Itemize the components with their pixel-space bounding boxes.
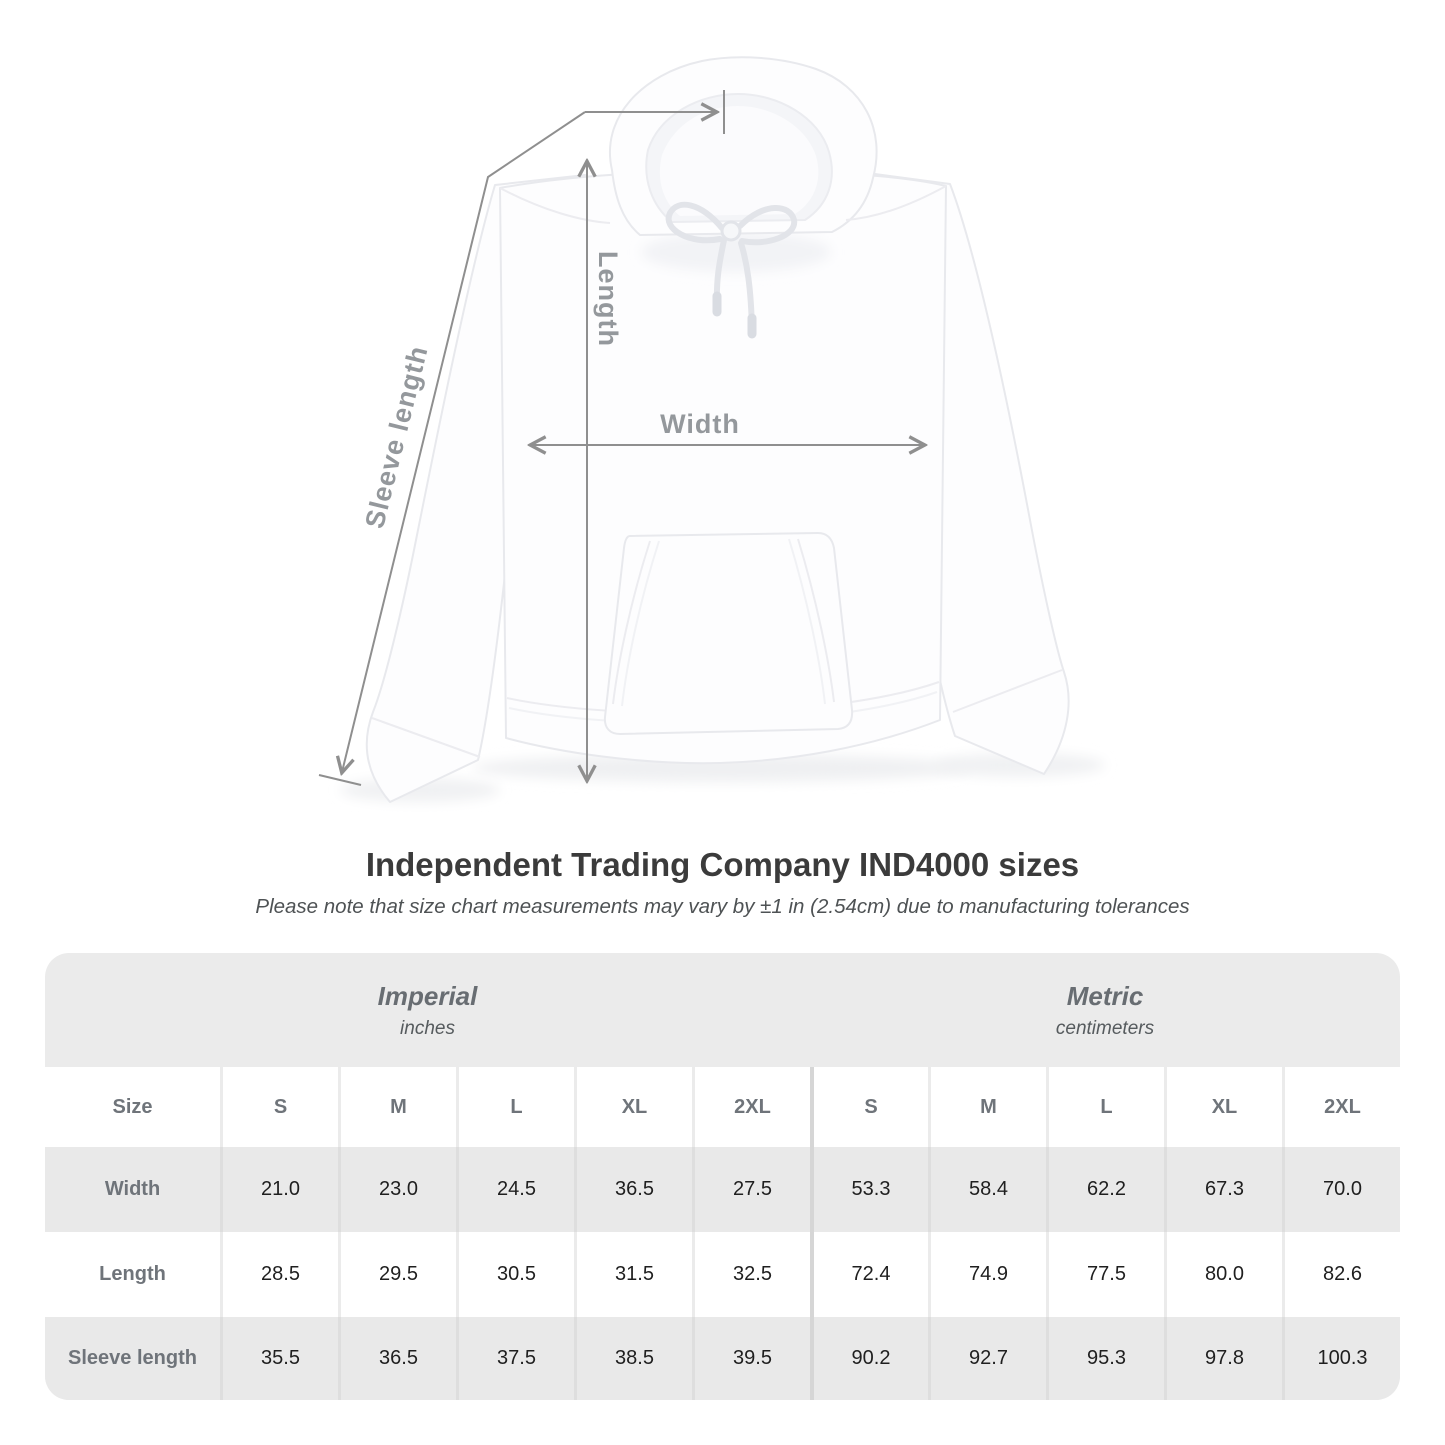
size-chart-table: Imperial inches Metric centimeters Size … bbox=[45, 953, 1400, 1400]
size-header: S bbox=[220, 1067, 338, 1147]
cell-value: 97.8 bbox=[1164, 1317, 1282, 1400]
cell-value: 35.5 bbox=[220, 1317, 338, 1400]
width-label: Width bbox=[660, 409, 740, 439]
table-row-length: Length 28.5 29.5 30.5 31.5 32.5 72.4 74.… bbox=[45, 1232, 1400, 1317]
cell-value: 36.5 bbox=[338, 1317, 456, 1400]
row-label: Sleeve length bbox=[68, 1347, 197, 1369]
size-header: 2XL bbox=[1282, 1067, 1400, 1147]
size-header: M bbox=[338, 1067, 456, 1147]
imperial-unit-label: inches bbox=[400, 1017, 455, 1039]
unit-header-metric: Metric centimeters bbox=[810, 953, 1400, 1067]
length-label: Length bbox=[593, 251, 623, 347]
sleeve-length-arrow bbox=[342, 111, 586, 772]
cell-value: 37.5 bbox=[456, 1317, 574, 1400]
row-label: Width bbox=[104, 1178, 161, 1200]
size-header: L bbox=[1046, 1067, 1164, 1147]
table-row-width: Width 21.0 23.0 24.5 36.5 27.5 53.3 58.4… bbox=[45, 1147, 1400, 1232]
cell-value: 36.5 bbox=[574, 1147, 692, 1232]
cell-value: 62.2 bbox=[1046, 1147, 1164, 1232]
cell-value: 32.5 bbox=[692, 1232, 810, 1317]
page-subtitle: Please note that size chart measurements… bbox=[255, 895, 1190, 918]
cell-value: 53.3 bbox=[810, 1147, 928, 1232]
cell-value: 90.2 bbox=[810, 1317, 928, 1400]
cell-value: 58.4 bbox=[928, 1147, 1046, 1232]
size-header: 2XL bbox=[692, 1067, 810, 1147]
cell-value: 29.5 bbox=[338, 1232, 456, 1317]
page-title: Independent Trading Company IND4000 size… bbox=[365, 846, 1080, 883]
hoodie-drawstrings bbox=[665, 201, 798, 339]
measurement-lines bbox=[318, 90, 924, 786]
size-header: XL bbox=[1164, 1067, 1282, 1147]
cell-value: 31.5 bbox=[574, 1232, 692, 1317]
size-header: L bbox=[456, 1067, 574, 1147]
cell-value: 100.3 bbox=[1282, 1317, 1400, 1400]
metric-label: Metric bbox=[1066, 980, 1144, 1011]
cell-value: 95.3 bbox=[1046, 1317, 1164, 1400]
cell-value: 67.3 bbox=[1164, 1147, 1282, 1232]
hoodie-garment bbox=[365, 56, 1070, 803]
imperial-label: Imperial bbox=[377, 980, 478, 1011]
cell-value: 92.7 bbox=[928, 1317, 1046, 1400]
hoodie-pocket bbox=[603, 532, 854, 735]
cell-value: 39.5 bbox=[692, 1317, 810, 1400]
hoodie-measurement-diagram: Sleeve length Length Width bbox=[318, 56, 1105, 803]
cell-value: 28.5 bbox=[220, 1232, 338, 1317]
cell-value: 21.0 bbox=[220, 1147, 338, 1232]
size-column-header: Size bbox=[112, 1095, 153, 1118]
cell-value: 30.5 bbox=[456, 1232, 574, 1317]
unit-header-imperial: Imperial inches bbox=[45, 953, 810, 1067]
cell-value: 27.5 bbox=[692, 1147, 810, 1232]
row-label: Length bbox=[99, 1263, 166, 1285]
table-row-sleeve-length: Sleeve length 35.5 36.5 37.5 38.5 39.5 9… bbox=[45, 1317, 1400, 1400]
cell-value: 23.0 bbox=[338, 1147, 456, 1232]
cell-value: 82.6 bbox=[1282, 1232, 1400, 1317]
hoodie-illustration bbox=[318, 56, 1105, 803]
size-header: XL bbox=[574, 1067, 692, 1147]
cell-value: 80.0 bbox=[1164, 1232, 1282, 1317]
cell-value: 38.5 bbox=[574, 1317, 692, 1400]
size-header: M bbox=[928, 1067, 1046, 1147]
cell-value: 24.5 bbox=[456, 1147, 574, 1232]
cell-value: 72.4 bbox=[810, 1232, 928, 1317]
metric-unit-label: centimeters bbox=[1055, 1017, 1155, 1039]
size-header: S bbox=[810, 1067, 928, 1147]
cell-value: 70.0 bbox=[1282, 1147, 1400, 1232]
sleeve-end-tick bbox=[318, 774, 362, 786]
cell-value: 77.5 bbox=[1046, 1232, 1164, 1317]
size-header-row: Size S M L XL 2XL S M L XL 2XL bbox=[45, 1067, 1400, 1147]
unit-header-row: Imperial inches Metric centimeters bbox=[45, 953, 1400, 1067]
cell-value: 74.9 bbox=[928, 1232, 1046, 1317]
